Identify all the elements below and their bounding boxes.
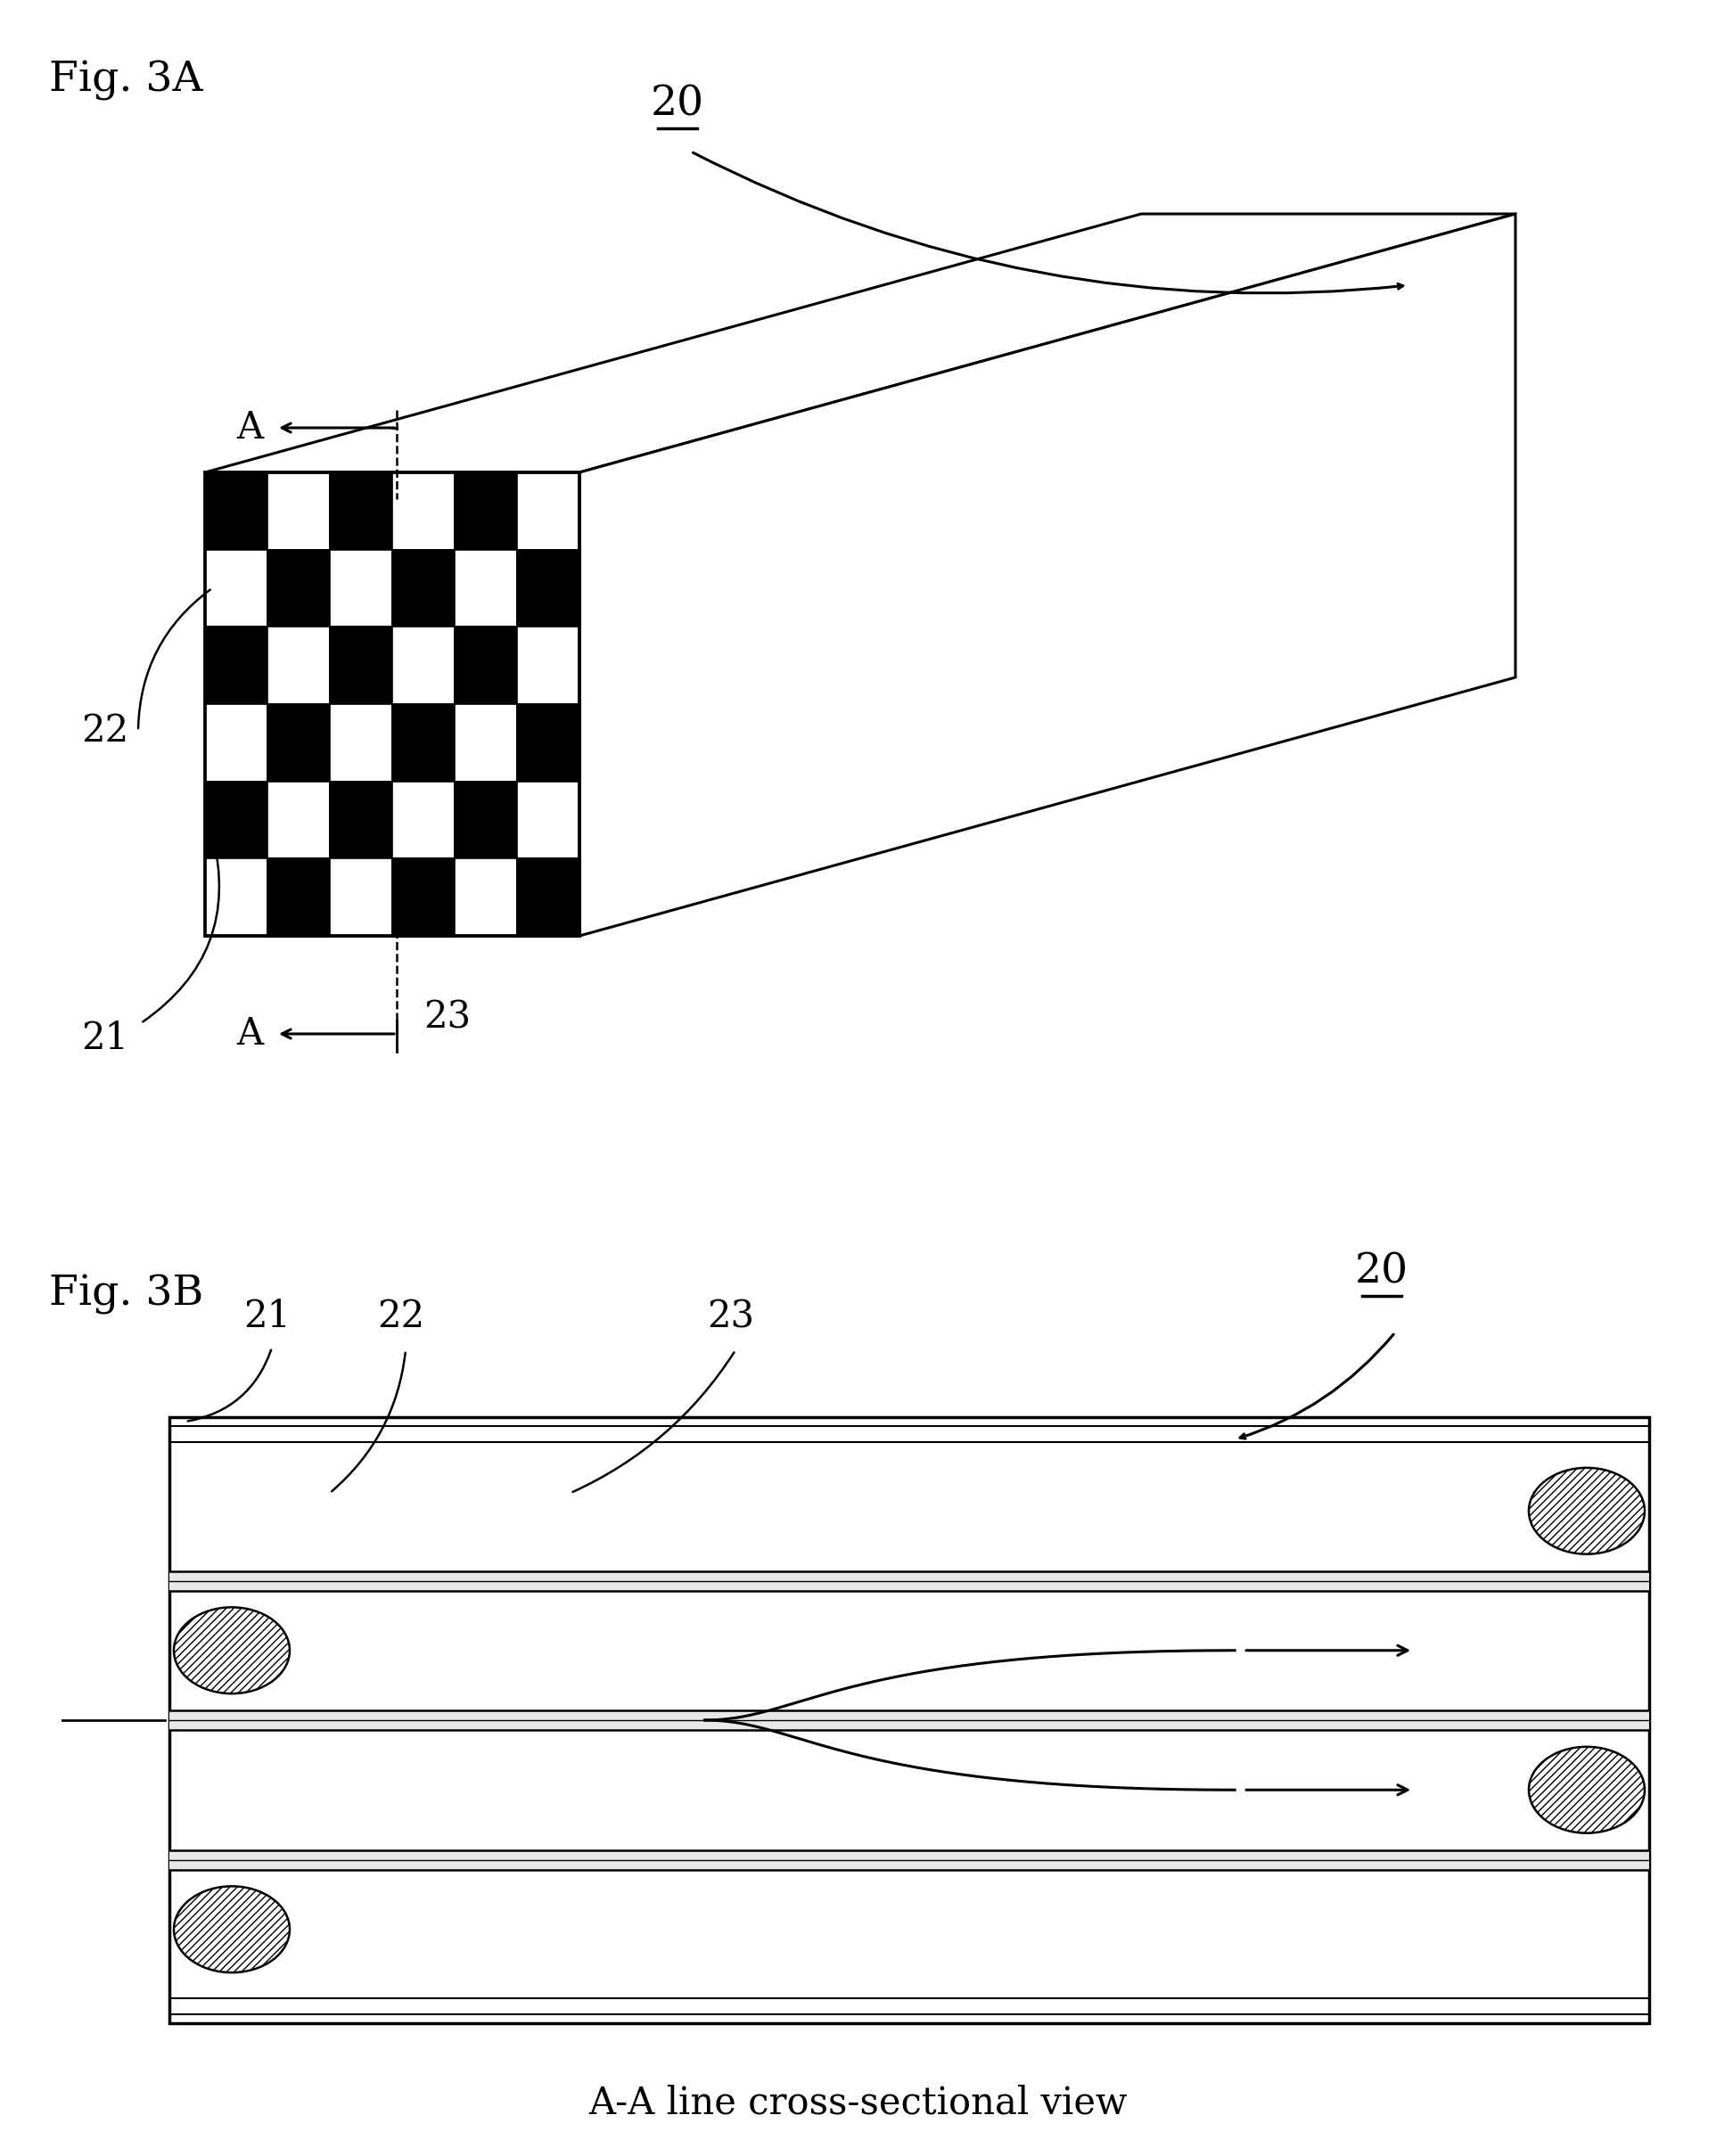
Bar [204, 705, 268, 780]
Bar [517, 705, 580, 780]
Bar [329, 705, 393, 780]
Bar [170, 1572, 1649, 1591]
Text: 23: 23 [424, 998, 470, 1035]
Bar [393, 780, 455, 858]
Polygon shape [204, 472, 580, 936]
Bar [204, 472, 268, 550]
Bar [393, 858, 455, 936]
Polygon shape [204, 213, 1515, 472]
Bar [268, 858, 329, 936]
Bar [517, 780, 580, 858]
Bar [170, 1416, 1649, 2022]
Bar [204, 627, 268, 705]
Bar [170, 1710, 1649, 1729]
Ellipse shape [1529, 1746, 1644, 1833]
Bar [393, 705, 455, 780]
Text: 22: 22 [81, 711, 129, 750]
Bar [268, 550, 329, 627]
Ellipse shape [1529, 1468, 1644, 1554]
Polygon shape [580, 213, 1515, 936]
Bar [517, 627, 580, 705]
Bar [268, 627, 329, 705]
Bar [204, 780, 268, 858]
Text: 21: 21 [82, 1020, 129, 1056]
Bar [268, 780, 329, 858]
Bar [329, 780, 393, 858]
Ellipse shape [173, 1606, 290, 1695]
Bar [329, 627, 393, 705]
Text: Fig. 3B: Fig. 3B [50, 1274, 204, 1315]
Text: A-A line cross-sectional view: A-A line cross-sectional view [589, 2085, 1127, 2122]
Bar [455, 472, 517, 550]
Text: 20: 20 [650, 84, 704, 125]
Text: 23: 23 [707, 1298, 755, 1335]
Bar [170, 1850, 1649, 1869]
Bar [455, 858, 517, 936]
Bar [204, 858, 268, 936]
Text: 22: 22 [378, 1298, 426, 1335]
Bar [329, 550, 393, 627]
Bar [393, 550, 455, 627]
Bar [329, 472, 393, 550]
Bar [455, 550, 517, 627]
Bar [329, 858, 393, 936]
Bar [517, 858, 580, 936]
Bar [393, 627, 455, 705]
Ellipse shape [173, 1886, 290, 1973]
Bar [268, 472, 329, 550]
Text: Fig. 3A: Fig. 3A [50, 60, 202, 101]
Bar [517, 550, 580, 627]
Text: A: A [237, 410, 263, 446]
Text: 21: 21 [244, 1298, 292, 1335]
Text: 20: 20 [1356, 1253, 1409, 1291]
Bar [517, 472, 580, 550]
Bar [204, 550, 268, 627]
Bar [393, 472, 455, 550]
Bar [455, 705, 517, 780]
Bar [455, 627, 517, 705]
Text: A: A [237, 1015, 263, 1052]
Bar [455, 780, 517, 858]
Bar [268, 705, 329, 780]
